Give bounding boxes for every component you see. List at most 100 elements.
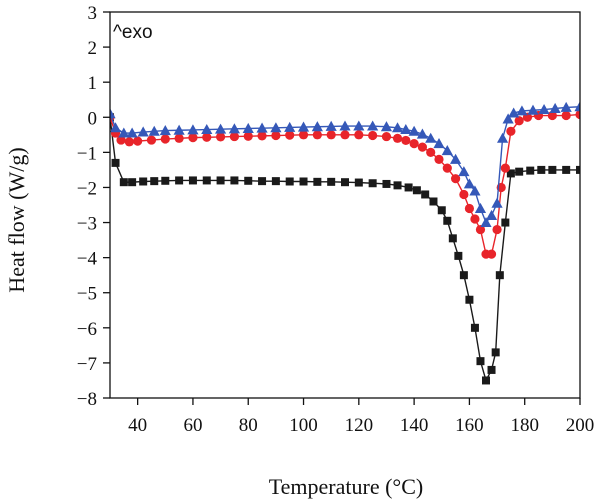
series-line-square	[110, 117, 580, 383]
data-point-square	[437, 206, 446, 215]
data-point-triangle	[110, 122, 122, 133]
data-point-triangle	[187, 124, 199, 135]
data-point-circle	[312, 130, 322, 140]
data-point-square	[382, 179, 391, 188]
data-point-triangle	[297, 121, 310, 132]
data-point-circle	[464, 203, 475, 214]
y-tick-label: −3	[77, 214, 97, 235]
data-point-circle	[506, 126, 516, 136]
x-tick-label: 200	[566, 415, 595, 436]
data-point-square	[404, 183, 413, 192]
data-point-square	[443, 216, 452, 225]
series-group	[110, 101, 580, 385]
x-tick-label: 160	[455, 415, 484, 436]
data-point-triangle	[480, 216, 492, 228]
data-point-circle	[298, 130, 309, 140]
data-point-square	[299, 177, 308, 186]
data-point-square	[393, 181, 402, 190]
data-point-circle	[133, 136, 143, 146]
data-point-circle	[575, 109, 580, 120]
data-point-triangle	[137, 126, 149, 137]
data-point-triangle	[549, 102, 561, 113]
data-point-triangle	[126, 127, 138, 138]
data-point-square	[216, 176, 225, 185]
data-point-square	[487, 365, 496, 374]
data-point-triangle	[201, 123, 213, 135]
data-point-square	[476, 357, 485, 366]
data-point-square	[459, 271, 468, 280]
data-point-triangle	[458, 166, 470, 177]
y-tick-label: −6	[77, 319, 97, 340]
data-point-square	[515, 167, 524, 176]
data-point-triangle	[380, 121, 393, 132]
data-point-circle	[392, 133, 403, 143]
data-point-circle	[257, 131, 267, 141]
data-point-triangle	[391, 122, 404, 133]
data-point-square	[470, 323, 479, 332]
data-point-square	[150, 177, 159, 186]
data-point-circle	[492, 224, 502, 235]
data-point-triangle	[491, 197, 503, 208]
data-point-square	[548, 165, 557, 174]
data-point-triangle	[527, 104, 539, 115]
data-point-circle	[354, 130, 364, 140]
data-point-circle	[486, 249, 497, 259]
data-point-triangle	[173, 124, 185, 135]
axes-layer: 40 60 80 100 120 140 160 180 200 3 2 1 0 −1 −2 −3 −4 −5 −6…	[77, 3, 594, 436]
data-point-square	[506, 169, 515, 178]
data-point-circle	[285, 130, 295, 140]
data-point-square	[285, 177, 294, 186]
data-point-square	[412, 186, 421, 195]
data-point-circle	[188, 133, 198, 143]
data-point-circle	[514, 116, 524, 126]
data-point-triangle	[574, 101, 580, 112]
data-point-square	[258, 177, 267, 186]
data-point-square	[341, 178, 349, 187]
data-point-square	[448, 234, 457, 243]
data-point-triangle	[508, 107, 520, 118]
data-point-triangle	[339, 120, 351, 131]
data-point-square	[421, 190, 430, 199]
y-tick-label: 1	[88, 73, 98, 94]
y-tick-label: −2	[77, 178, 97, 199]
data-point-square	[454, 251, 463, 260]
data-point-triangle	[325, 120, 337, 131]
x-tick-label: 140	[400, 415, 429, 436]
data-point-triangle	[159, 125, 171, 136]
data-point-square	[119, 178, 128, 187]
data-point-triangle	[416, 128, 429, 139]
data-point-square	[139, 177, 148, 186]
data-point-triangle	[441, 145, 453, 156]
data-point-circle	[426, 147, 436, 157]
y-tick-label: 3	[88, 3, 98, 24]
data-point-circle	[561, 110, 571, 121]
data-point-circle	[116, 135, 126, 145]
data-point-circle	[271, 130, 281, 141]
x-tick-label: 120	[345, 415, 374, 436]
data-point-square	[495, 271, 504, 280]
data-point-circle	[229, 131, 240, 142]
y-tick-label: 0	[88, 108, 98, 129]
data-point-circle	[500, 163, 510, 173]
data-point-square	[482, 376, 490, 385]
data-point-triangle	[560, 101, 572, 112]
data-point-circle	[368, 130, 378, 141]
data-point-circle	[434, 154, 444, 164]
data-point-circle	[381, 131, 392, 142]
x-tick-label: 80	[239, 415, 258, 436]
data-point-square	[244, 176, 253, 185]
data-point-circle	[243, 131, 253, 141]
y-tick-label: 2	[88, 38, 98, 59]
data-point-triangle	[214, 123, 227, 134]
data-point-circle	[547, 110, 557, 121]
exo-annotation: ^exo	[113, 22, 153, 43]
data-point-triangle	[242, 122, 254, 133]
data-point-triangle	[538, 103, 550, 115]
data-point-circle	[475, 224, 486, 235]
y-axis-title: Heat flow (W/g)	[4, 147, 29, 292]
data-point-square	[161, 176, 170, 185]
data-point-triangle	[256, 122, 268, 133]
data-point-circle	[450, 174, 461, 184]
data-point-circle	[409, 138, 419, 149]
